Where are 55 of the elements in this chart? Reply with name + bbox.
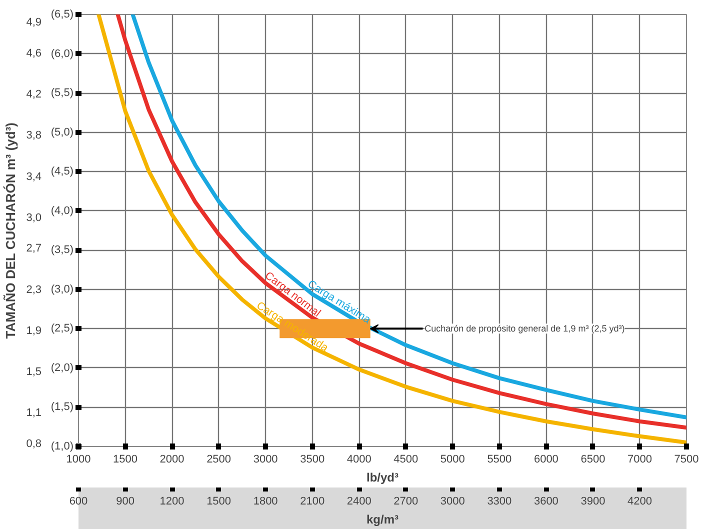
- x-axis-title: lb/yd³: [366, 470, 399, 484]
- x-tick-label: 4500: [394, 454, 418, 466]
- x-tick-label: 7500: [674, 454, 699, 466]
- y-tick-label: (3,5): [50, 244, 74, 256]
- x2-tick-label: 1800: [253, 496, 278, 508]
- y-tick-label: (5,5): [50, 87, 74, 100]
- y2-axis-title: TAMAÑO DEL CUCHARÓN m³ (yd³): [3, 122, 18, 339]
- y2-tick-label: 1,5: [26, 366, 42, 378]
- x2-tick-label: 900: [116, 496, 134, 508]
- y-tick-label: (2,5): [50, 322, 74, 335]
- y2-tick-label: 2,3: [26, 284, 42, 296]
- x2-tick-label: 2700: [394, 496, 418, 508]
- x2-tick-label: 4200: [627, 496, 652, 508]
- y-tick-label: (6,0): [50, 48, 74, 60]
- y-tick-label: (4,0): [50, 204, 74, 217]
- y2-tick-label: 3,8: [26, 130, 42, 142]
- x-tick-label: 6500: [580, 454, 606, 466]
- x-tick-label: 6000: [534, 454, 558, 466]
- x2-tick-label: 600: [69, 496, 88, 508]
- y-tick-label: (1,5): [50, 401, 74, 414]
- annotation: Cucharón de propósito general de 1,9 m³ (2,5 yd³): [424, 324, 625, 334]
- x2-tick-label: 3000: [440, 496, 465, 508]
- y2-tick-label: 3,0: [26, 212, 42, 224]
- x-tick-label: 2500: [206, 454, 232, 466]
- x2-tick-label: 3600: [534, 496, 558, 508]
- y-tick-label: (2,0): [50, 362, 74, 374]
- x-tick-label: 5500: [487, 454, 512, 466]
- y2-tick-label: 4,9: [26, 16, 42, 29]
- y-tick-label: (1,0): [50, 440, 74, 452]
- x-tick-label: 3000: [253, 454, 278, 466]
- y-tick-label: (5,0): [50, 126, 74, 138]
- x-tick-label: 1500: [113, 454, 138, 466]
- x-tick-label: 7000: [627, 454, 652, 466]
- x-tick-label: 1000: [66, 454, 91, 466]
- x2-tick-label: 1500: [206, 496, 232, 508]
- y2-tick-label: 4,6: [26, 48, 42, 60]
- y-tick-label: (4,5): [50, 166, 74, 178]
- x2-tick-label: 3300: [487, 496, 512, 508]
- y2-tick-label: 3,4: [26, 170, 42, 183]
- x2-tick-label: 1200: [160, 496, 184, 508]
- x-tick-label: 2000: [160, 454, 184, 466]
- y-tick-label: (6,5): [50, 8, 74, 20]
- x-tick-label: 5000: [440, 454, 465, 466]
- x2-axis-title: kg/m³: [366, 512, 399, 526]
- x-tick-label: 4000: [346, 454, 372, 466]
- x2-tick-label: 2100: [300, 496, 325, 508]
- y2-tick-label: 1,9: [26, 324, 42, 337]
- y2-tick-label: 4,2: [26, 88, 42, 101]
- x2-tick-label: 2400: [346, 496, 372, 508]
- x-tick-label: 3500: [300, 454, 325, 466]
- x2-tick-label: 3900: [580, 496, 606, 508]
- y-tick-label: (3,0): [50, 283, 74, 296]
- y2-tick-label: 2,7: [26, 242, 42, 255]
- y2-tick-label: 0,8: [26, 438, 42, 450]
- y2-tick-label: 1,1: [26, 407, 42, 420]
